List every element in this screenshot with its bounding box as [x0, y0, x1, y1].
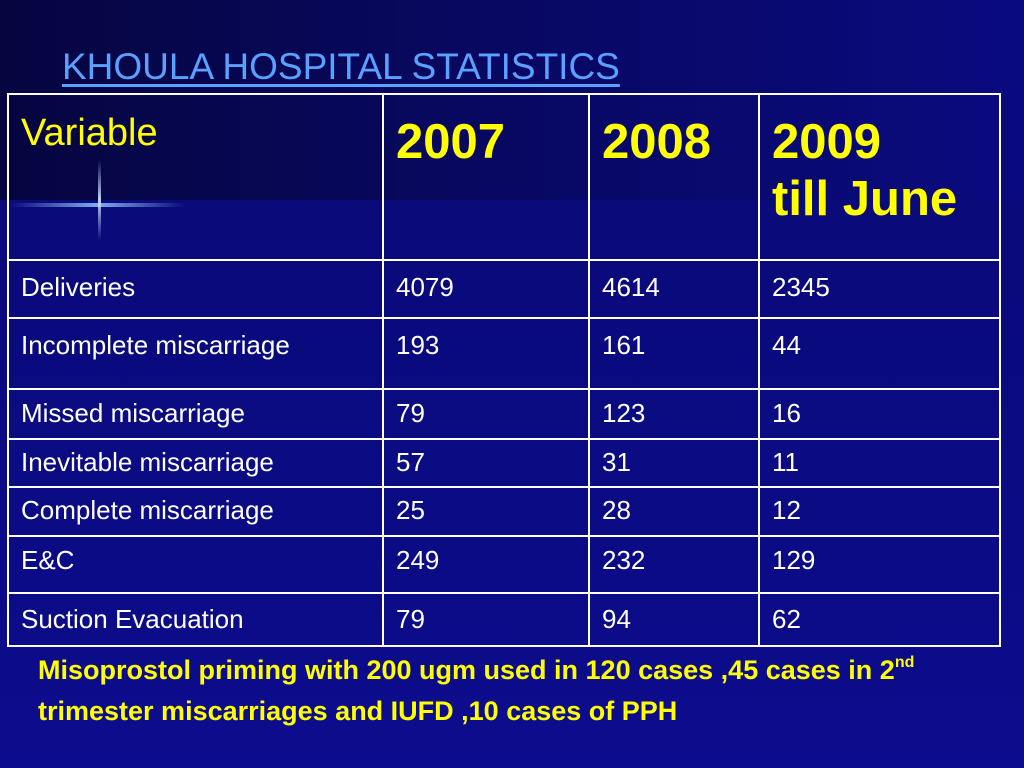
- table-header-row: Variable 2007 2008 2009 till June: [7, 93, 1001, 261]
- row-label: Suction Evacuation: [7, 592, 384, 647]
- row-label: Missed miscarriage: [7, 388, 384, 440]
- slide-title: KHOULA HOSPITAL STATISTICS: [62, 46, 620, 87]
- row-label: Deliveries: [7, 259, 384, 319]
- cell-2009: 129: [758, 535, 1001, 594]
- cell-2007: 4079: [382, 259, 590, 319]
- header-variable: Variable: [7, 93, 384, 261]
- cell-2008: 123: [588, 388, 760, 440]
- header-2009-line2: till June: [772, 172, 958, 226]
- table-row: Deliveries 4079 4614 2345: [7, 259, 1001, 319]
- cell-2007: 79: [382, 592, 590, 647]
- cell-2008: 4614: [588, 259, 760, 319]
- table-row: Incomplete miscarriage 193 161 44: [7, 317, 1001, 390]
- table-row: Complete miscarriage 25 28 12: [7, 486, 1001, 537]
- row-label: E&C: [7, 535, 384, 594]
- row-label: Incomplete miscarriage: [7, 317, 384, 390]
- cell-2007: 25: [382, 486, 590, 537]
- header-2009-line1: 2009: [772, 115, 882, 169]
- footnote-superscript: nd: [894, 654, 915, 671]
- cell-2007: 249: [382, 535, 590, 594]
- header-2008: 2008: [588, 93, 760, 261]
- header-2008-label: 2008: [602, 115, 712, 169]
- cell-2007: 57: [382, 438, 590, 488]
- row-label: Complete miscarriage: [7, 486, 384, 537]
- footnote-part1: Misoprostol priming with 200 ugm used in…: [38, 655, 895, 685]
- table-row: Suction Evacuation 79 94 62: [7, 592, 1001, 647]
- cell-2009: 2345: [758, 259, 1001, 319]
- footnote-text: Misoprostol priming with 200 ugm used in…: [38, 650, 998, 732]
- row-label: Inevitable miscarriage: [7, 438, 384, 488]
- cell-2008: 31: [588, 438, 760, 488]
- footnote-part2: trimester miscarriages and IUFD ,10 case…: [38, 696, 678, 726]
- cell-2009: 12: [758, 486, 1001, 537]
- table-row: Missed miscarriage 79 123 16: [7, 388, 1001, 440]
- cell-2009: 44: [758, 317, 1001, 390]
- cell-2007: 79: [382, 388, 590, 440]
- header-2007-label: 2007: [396, 115, 506, 169]
- cell-2008: 28: [588, 486, 760, 537]
- table-row: E&C 249 232 129: [7, 535, 1001, 594]
- cell-2009: 16: [758, 388, 1001, 440]
- cell-2009: 11: [758, 438, 1001, 488]
- cell-2008: 94: [588, 592, 760, 647]
- cell-2009: 62: [758, 592, 1001, 647]
- cell-2008: 232: [588, 535, 760, 594]
- header-2009: 2009 till June: [758, 93, 1001, 261]
- cell-2007: 193: [382, 317, 590, 390]
- cell-2008: 161: [588, 317, 760, 390]
- header-2007: 2007: [382, 93, 590, 261]
- table-row: Inevitable miscarriage 57 31 11: [7, 438, 1001, 488]
- statistics-table: Variable 2007 2008 2009 till June Delive…: [7, 93, 1001, 647]
